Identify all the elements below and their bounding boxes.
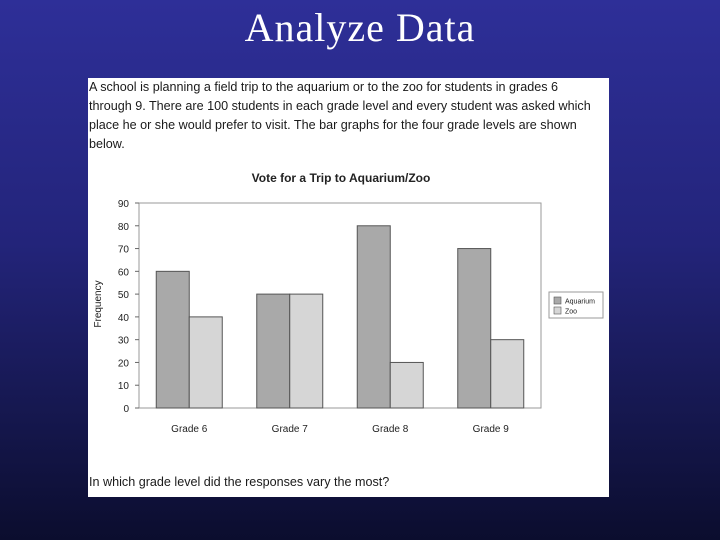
x-tick-label: Grade 6 xyxy=(171,424,208,435)
x-tick-label: Grade 7 xyxy=(272,424,309,435)
bar-zoo-grade-6 xyxy=(188,316,223,409)
legend-label-zoo: Zoo xyxy=(565,309,577,316)
bar-chart: Vote for a Trip to Aquarium/Zoo Frequenc… xyxy=(93,171,604,435)
bar-zoo-grade-7 xyxy=(289,293,324,409)
chart-title: Vote for a Trip to Aquarium/Zoo xyxy=(252,171,431,185)
x-tick-label: Grade 9 xyxy=(473,424,510,435)
bar-aquarium-grade-9 xyxy=(457,248,492,409)
y-axis-ticks: 0 10 20 30 40 50 60 70 80 90 xyxy=(118,199,139,415)
x-axis-ticks: Grade 6 Grade 7 Grade 8 Grade 9 xyxy=(171,424,509,435)
problem-question: In which grade level did the responses v… xyxy=(89,475,390,489)
y-tick-label: 60 xyxy=(118,267,130,278)
y-axis-label: Frequency xyxy=(93,280,104,327)
bar-series xyxy=(155,225,525,409)
legend-label-aquarium: Aquarium xyxy=(565,299,595,306)
legend-swatch-aquarium xyxy=(553,296,562,305)
y-tick-label: 40 xyxy=(118,313,130,324)
bar-zoo-grade-9 xyxy=(490,339,525,409)
y-tick-label: 50 xyxy=(118,290,130,301)
bar-aquarium-grade-8 xyxy=(356,225,391,409)
problem-intro: A school is planning a field trip to the… xyxy=(89,80,591,151)
y-tick-label: 80 xyxy=(118,222,130,233)
y-tick-label: 0 xyxy=(123,404,129,415)
bar-aquarium-grade-7 xyxy=(256,293,291,409)
chart-legend: Aquarium Zoo xyxy=(548,291,604,319)
problem-panel: A school is planning a field trip to the… xyxy=(88,78,609,497)
bar-zoo-grade-8 xyxy=(389,361,424,409)
plot-frame xyxy=(138,202,542,409)
x-tick-label: Grade 8 xyxy=(372,424,409,435)
y-tick-label: 70 xyxy=(118,245,130,256)
bar-aquarium-grade-6 xyxy=(155,270,190,409)
legend-swatch-zoo xyxy=(553,306,562,315)
y-tick-label: 10 xyxy=(118,381,130,392)
y-tick-label: 90 xyxy=(118,199,130,210)
y-tick-label: 30 xyxy=(118,336,130,347)
slide-title: Analyze Data xyxy=(244,5,476,50)
y-tick-label: 20 xyxy=(118,358,130,369)
